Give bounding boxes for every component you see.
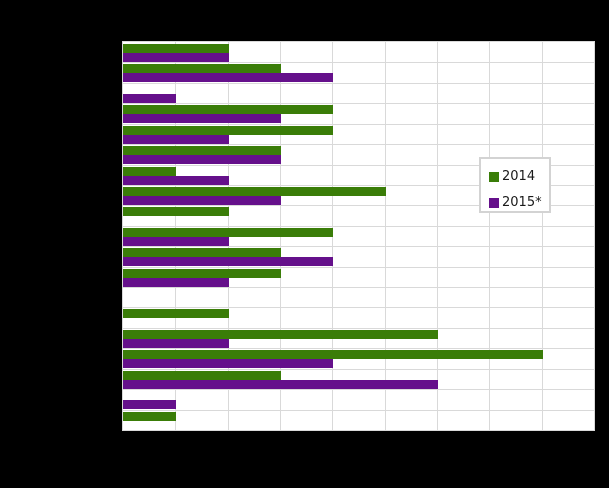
bar-2014 <box>123 44 229 53</box>
horizontal-gridline <box>123 246 594 247</box>
bar-2014 <box>123 105 333 114</box>
horizontal-gridline <box>123 369 594 370</box>
bar-2015 <box>123 155 281 164</box>
horizontal-gridline <box>123 185 594 186</box>
bar-2015 <box>123 257 333 266</box>
bar-2014 <box>123 412 176 421</box>
bar-2015 <box>123 359 333 368</box>
horizontal-gridline <box>123 83 594 84</box>
horizontal-gridline <box>123 103 594 104</box>
bar-2015 <box>123 339 229 348</box>
horizontal-gridline <box>123 307 594 308</box>
vertical-gridline <box>437 42 438 430</box>
vertical-gridline <box>542 42 543 430</box>
bar-2015 <box>123 380 438 389</box>
horizontal-gridline <box>123 205 594 206</box>
horizontal-gridline <box>123 389 594 390</box>
bar-2015 <box>123 114 281 123</box>
vertical-gridline <box>489 42 490 430</box>
legend-item-2015: 2015* <box>489 195 542 210</box>
horizontal-gridline <box>123 62 594 63</box>
bar-2014 <box>123 371 281 380</box>
bar-2014 <box>123 126 333 135</box>
legend-label-2014: 2014 <box>502 169 536 184</box>
bar-2015 <box>123 237 229 246</box>
bar-2015 <box>123 196 281 205</box>
bar-2015 <box>123 278 229 287</box>
plot-grid-and-bars <box>123 42 594 430</box>
bar-2015 <box>123 176 229 185</box>
bar-2015 <box>123 94 176 103</box>
horizontal-gridline <box>123 410 594 411</box>
horizontal-gridline <box>123 287 594 288</box>
horizontal-gridline <box>123 328 594 329</box>
bar-2014 <box>123 269 281 278</box>
bar-2014 <box>123 228 333 237</box>
bar-2015 <box>123 135 229 144</box>
legend-swatch-2014-icon <box>489 172 499 182</box>
bar-2014 <box>123 248 281 257</box>
legend-item-2014: 2014 <box>489 169 536 184</box>
bar-2014 <box>123 167 176 176</box>
horizontal-gridline <box>123 226 594 227</box>
legend: 2014 2015* <box>479 157 551 213</box>
horizontal-gridline <box>123 267 594 268</box>
horizontal-gridline <box>123 165 594 166</box>
bar-2014 <box>123 309 229 318</box>
bar-2014 <box>123 350 543 359</box>
bar-2014 <box>123 207 229 216</box>
horizontal-gridline <box>123 348 594 349</box>
bar-2014 <box>123 187 386 196</box>
bar-2014 <box>123 330 438 339</box>
bar-2014 <box>123 146 281 155</box>
horizontal-gridline <box>123 144 594 145</box>
plot-area <box>122 41 595 431</box>
vertical-gridline <box>385 42 386 430</box>
legend-swatch-2015-icon <box>489 198 499 208</box>
bar-2015 <box>123 53 229 62</box>
horizontal-gridline <box>123 124 594 125</box>
legend-label-2015: 2015* <box>502 195 542 210</box>
bar-2015 <box>123 73 333 82</box>
bar-2014 <box>123 64 281 73</box>
bar-2015 <box>123 400 176 409</box>
